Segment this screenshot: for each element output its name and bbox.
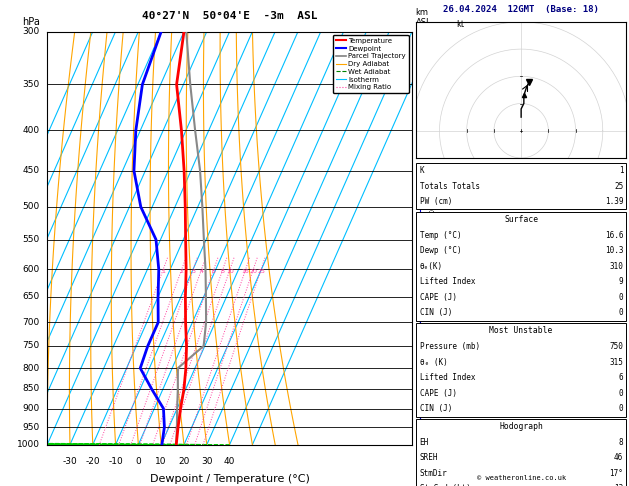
Text: 600: 600 [23, 265, 40, 274]
Text: 450: 450 [23, 166, 40, 175]
Text: 2: 2 [180, 269, 184, 275]
Text: 0: 0 [135, 457, 142, 466]
Text: θₑ(K): θₑ(K) [420, 262, 443, 271]
Text: CAPE (J): CAPE (J) [420, 293, 457, 302]
Text: 950: 950 [23, 423, 40, 432]
Text: 8: 8 [416, 88, 421, 97]
Text: 40°27'N  50°04'E  -3m  ASL: 40°27'N 50°04'E -3m ASL [142, 11, 318, 21]
Text: 1.39: 1.39 [605, 197, 623, 206]
Text: 7: 7 [416, 135, 421, 144]
Text: θₑ (K): θₑ (K) [420, 358, 447, 366]
Text: Lifted Index: Lifted Index [420, 373, 475, 382]
Text: 10.3: 10.3 [605, 246, 623, 255]
Text: 16: 16 [242, 269, 250, 275]
Text: -30: -30 [63, 457, 77, 466]
Text: 310: 310 [610, 262, 623, 271]
Text: 20: 20 [249, 269, 257, 275]
Text: 3: 3 [191, 269, 195, 275]
Text: Most Unstable: Most Unstable [489, 327, 553, 335]
Text: 40: 40 [224, 457, 235, 466]
Legend: Temperature, Dewpoint, Parcel Trajectory, Dry Adiabat, Wet Adiabat, Isotherm, Mi: Temperature, Dewpoint, Parcel Trajectory… [333, 35, 408, 93]
Text: 750: 750 [610, 342, 623, 351]
Text: CIN (J): CIN (J) [420, 404, 452, 413]
Text: 6: 6 [416, 182, 421, 191]
Text: EH: EH [420, 438, 429, 447]
Text: 1: 1 [416, 404, 421, 413]
Text: 0: 0 [619, 389, 623, 398]
Text: -20: -20 [86, 457, 100, 466]
Text: Hodograph: Hodograph [499, 422, 543, 431]
Text: SREH: SREH [420, 453, 438, 462]
Text: 6: 6 [619, 373, 623, 382]
Text: LCL: LCL [416, 408, 431, 417]
Text: 0: 0 [619, 404, 623, 413]
Text: 300: 300 [23, 27, 40, 36]
Text: 400: 400 [23, 126, 40, 135]
Text: Lifted Index: Lifted Index [420, 278, 475, 286]
Text: 10: 10 [226, 269, 234, 275]
Text: StmDir: StmDir [420, 469, 447, 478]
Text: 8: 8 [619, 438, 623, 447]
Text: Dewp (°C): Dewp (°C) [420, 246, 461, 255]
Text: 8: 8 [221, 269, 225, 275]
Text: 2: 2 [416, 364, 421, 373]
Text: 650: 650 [23, 293, 40, 301]
Text: 3: 3 [416, 318, 421, 327]
Text: 46: 46 [614, 453, 623, 462]
Text: 900: 900 [23, 404, 40, 413]
Text: 25: 25 [257, 269, 265, 275]
Text: StmSpd (kt): StmSpd (kt) [420, 485, 470, 486]
Text: Totals Totals: Totals Totals [420, 182, 480, 191]
Text: Dewpoint / Temperature (°C): Dewpoint / Temperature (°C) [150, 473, 309, 484]
Text: 6: 6 [212, 269, 216, 275]
Text: Pressure (mb): Pressure (mb) [420, 342, 480, 351]
Text: 550: 550 [23, 235, 40, 244]
Text: 850: 850 [23, 384, 40, 394]
Text: 25: 25 [614, 182, 623, 191]
Text: 0: 0 [619, 309, 623, 317]
Text: 13: 13 [614, 485, 623, 486]
Text: 5: 5 [416, 229, 421, 238]
Text: Temp (°C): Temp (°C) [420, 231, 461, 240]
Text: PW (cm): PW (cm) [420, 197, 452, 206]
Text: CAPE (J): CAPE (J) [420, 389, 457, 398]
Text: 1: 1 [161, 269, 165, 275]
Text: 800: 800 [23, 364, 40, 373]
Text: K: K [420, 166, 424, 175]
Text: hPa: hPa [22, 17, 40, 27]
Text: Surface: Surface [504, 215, 538, 224]
Text: 0: 0 [619, 293, 623, 302]
Text: 20: 20 [178, 457, 190, 466]
Text: kt: kt [456, 20, 464, 29]
Text: 4: 4 [199, 269, 204, 275]
Text: -10: -10 [108, 457, 123, 466]
Text: 17°: 17° [610, 469, 623, 478]
Text: Mixing Ratio (g/kg): Mixing Ratio (g/kg) [428, 202, 437, 275]
Text: 500: 500 [23, 202, 40, 211]
Text: 30: 30 [201, 457, 213, 466]
Text: CIN (J): CIN (J) [420, 309, 452, 317]
Text: km
ASL: km ASL [416, 8, 431, 27]
Text: 10: 10 [155, 457, 167, 466]
Text: 9: 9 [619, 278, 623, 286]
Text: 26.04.2024  12GMT  (Base: 18): 26.04.2024 12GMT (Base: 18) [443, 5, 599, 14]
Text: 315: 315 [610, 358, 623, 366]
Text: 1: 1 [619, 166, 623, 175]
Text: 750: 750 [23, 342, 40, 350]
Text: 4: 4 [416, 274, 421, 283]
Text: 16.6: 16.6 [605, 231, 623, 240]
Text: 700: 700 [23, 318, 40, 327]
Text: 1000: 1000 [17, 440, 40, 449]
Text: 350: 350 [23, 80, 40, 89]
Text: © weatheronline.co.uk: © weatheronline.co.uk [477, 475, 565, 481]
